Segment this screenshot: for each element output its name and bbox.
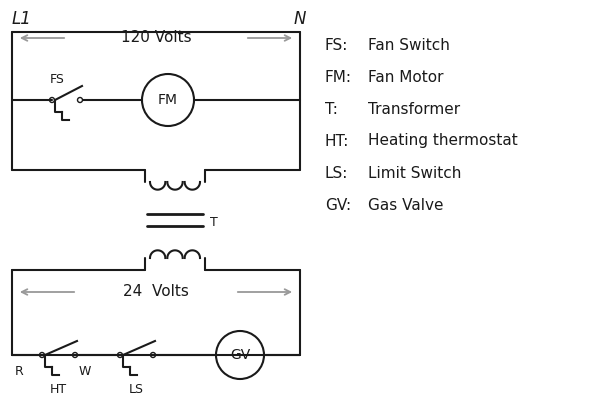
Text: Transformer: Transformer — [368, 102, 460, 116]
Text: 24  Volts: 24 Volts — [123, 284, 189, 300]
Text: T:: T: — [325, 102, 338, 116]
Text: FS:: FS: — [325, 38, 348, 52]
Text: FS: FS — [50, 73, 65, 86]
Text: Fan Motor: Fan Motor — [368, 70, 444, 84]
Text: T: T — [210, 216, 218, 229]
Text: Limit Switch: Limit Switch — [368, 166, 461, 180]
Text: GV: GV — [230, 348, 250, 362]
Text: HT:: HT: — [325, 134, 349, 148]
Text: Fan Switch: Fan Switch — [368, 38, 450, 52]
Text: W: W — [79, 365, 91, 378]
Text: 120 Volts: 120 Volts — [121, 30, 191, 46]
Text: LS: LS — [129, 383, 144, 396]
Text: R: R — [15, 365, 24, 378]
Text: HT: HT — [50, 383, 67, 396]
Text: N: N — [294, 10, 306, 28]
Text: Gas Valve: Gas Valve — [368, 198, 444, 212]
Text: L1: L1 — [12, 10, 32, 28]
Text: FM: FM — [158, 93, 178, 107]
Text: LS:: LS: — [325, 166, 348, 180]
Text: GV:: GV: — [325, 198, 351, 212]
Text: FM:: FM: — [325, 70, 352, 84]
Text: Heating thermostat: Heating thermostat — [368, 134, 518, 148]
